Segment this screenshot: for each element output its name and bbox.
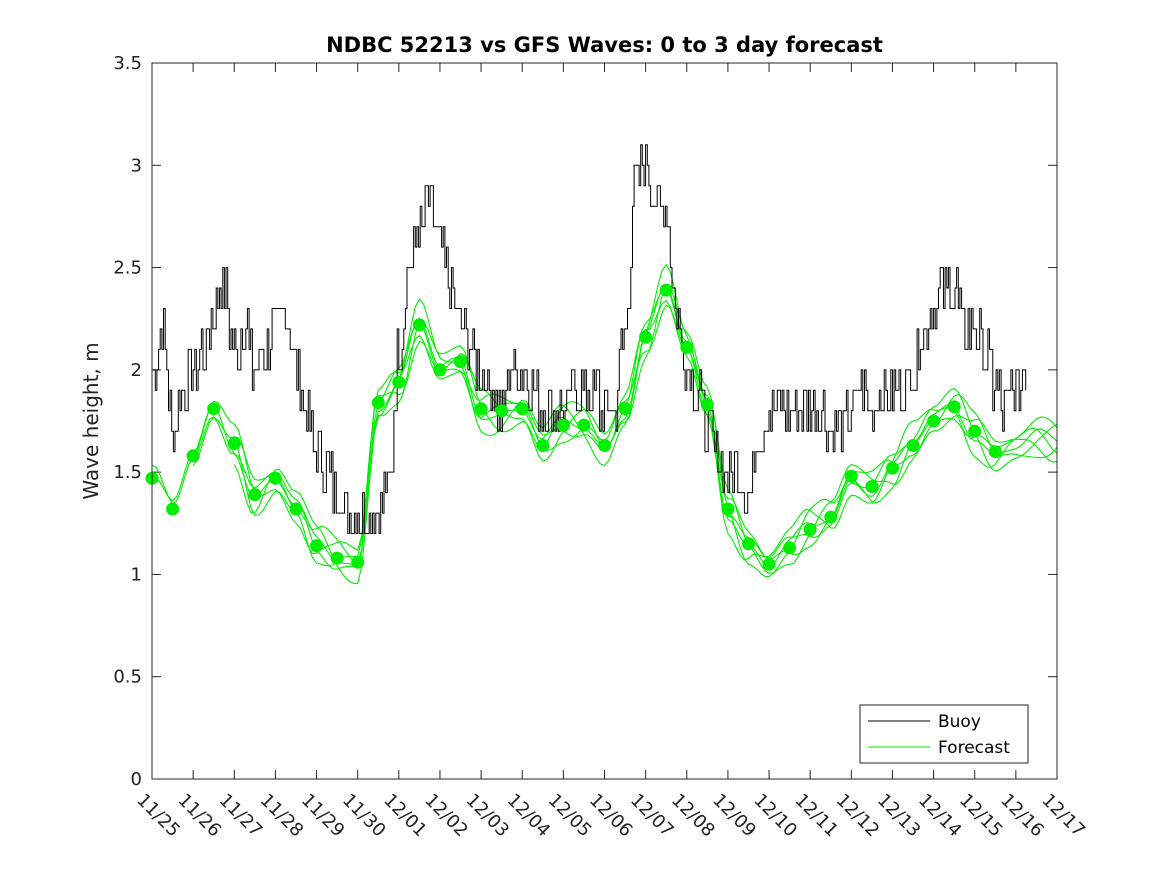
forecast-point: [371, 396, 385, 410]
forecast-point: [454, 355, 467, 369]
y-tick-label: 0: [131, 769, 142, 790]
axes-box: [151, 62, 1058, 780]
forecast-point: [906, 439, 920, 452]
forecast-point: [310, 539, 323, 553]
forecast-point: [803, 522, 817, 536]
forecast-run-line: [192, 304, 1058, 574]
forecast-point: [947, 400, 961, 414]
forecast-point: [680, 340, 694, 354]
forecast-point: [865, 480, 879, 493]
legend-box: [859, 704, 1029, 764]
y-tick-label: 2: [131, 360, 142, 381]
forecast-point: [659, 283, 673, 297]
forecast-point: [783, 541, 797, 555]
forecast-point: [618, 402, 632, 416]
y-axis-label: Wave height, m: [79, 342, 103, 499]
forecast-point: [886, 461, 899, 475]
y-tick-label: 3.5: [113, 53, 142, 74]
forecast-point: [412, 318, 426, 332]
legend: Buoy Forecast: [859, 704, 1029, 764]
y-tick-label: 2.5: [113, 258, 142, 279]
forecast-point: [351, 555, 365, 569]
chart-title: NDBC 52213 vs GFS Waves: 0 to 3 day fore…: [326, 33, 883, 57]
forecast-point: [700, 398, 714, 412]
forecast-point: [227, 437, 241, 450]
forecast-point: [330, 551, 344, 565]
forecast-point: [186, 449, 200, 463]
forecast-point: [248, 488, 262, 502]
forecast-point: [207, 402, 221, 416]
forecast-point: [598, 439, 611, 452]
legend-label-forecast: Forecast: [938, 738, 1010, 758]
forecast-point: [927, 414, 941, 428]
series-layer: [145, 144, 1058, 584]
forecast-point: [742, 537, 755, 551]
forecast-point: [392, 375, 406, 389]
forecast-point: [721, 502, 735, 516]
y-tick-label: 3: [131, 155, 142, 176]
forecast-point: [556, 418, 570, 432]
forecast-point: [577, 418, 591, 432]
forecast-point: [474, 402, 488, 416]
y-tick-label: 1.5: [113, 462, 142, 483]
forecast-point: [268, 471, 282, 485]
forecast-point: [762, 557, 776, 571]
forecast-point: [639, 330, 653, 344]
buoy-line: [152, 144, 1027, 534]
forecast-point: [289, 502, 303, 516]
forecast-point: [495, 404, 509, 418]
y-tick-label: 1: [131, 564, 142, 585]
forecast-point: [968, 424, 982, 438]
forecast-point: [515, 402, 529, 416]
forecast-point: [824, 510, 838, 524]
forecast-point: [536, 439, 550, 452]
forecast-point: [166, 502, 180, 516]
y-tick-label: 0.5: [113, 667, 142, 688]
forecast-point: [433, 363, 447, 377]
forecast-point: [988, 445, 1002, 459]
legend-label-buoy: Buoy: [938, 712, 981, 732]
forecast-run-line: [233, 284, 1058, 578]
forecast-point: [844, 469, 858, 483]
